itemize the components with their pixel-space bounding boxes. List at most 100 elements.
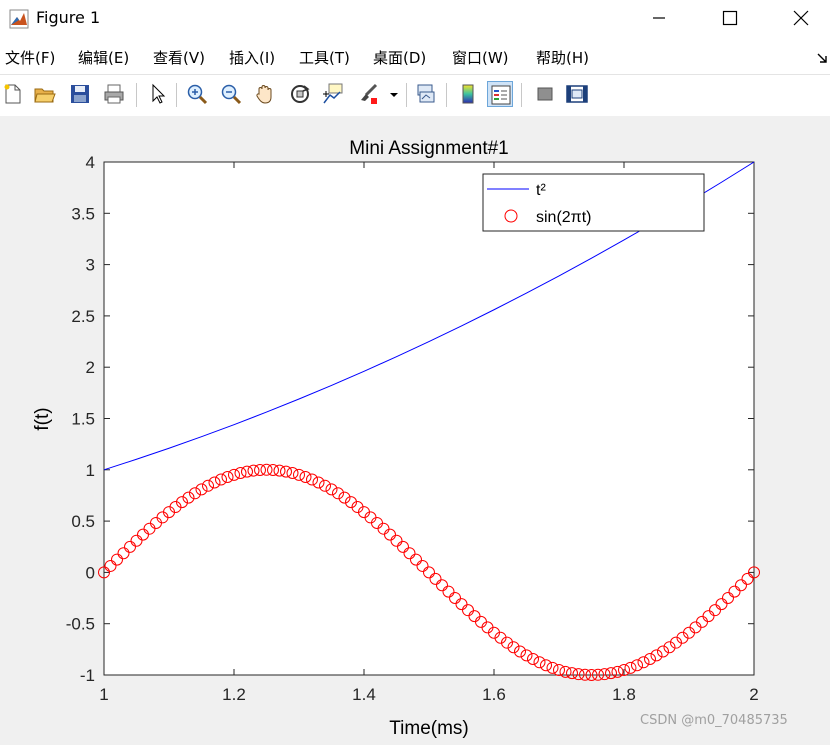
sine-data-point [741,572,754,585]
link-plot-icon [417,84,435,103]
sine-data-point [130,534,143,547]
legend-icon [491,85,511,105]
x-tick-label: 1.6 [482,685,506,704]
rotate-3d-icon [291,85,310,103]
figure-toolbar [0,74,830,117]
sine-data-point [663,641,676,654]
pointer-arrow-icon [152,83,166,104]
matlab-logo-icon [9,9,29,33]
sine-data-point [722,591,734,604]
toolbar-separator [446,83,447,107]
sine-data-point [280,465,292,478]
menu-edit[interactable]: 编辑(E) [78,49,130,67]
close-icon[interactable] [789,6,813,34]
sine-data-point [605,667,617,680]
edit-plot-button[interactable] [145,81,171,107]
sine-data-point [117,547,130,560]
sine-data-point [507,641,520,654]
sine-data-point [273,464,286,477]
sine-data-point [644,652,656,665]
printer-icon [104,84,124,104]
sine-data-point [286,466,299,479]
sine-data-point [709,604,721,617]
hide-plot-tools-button[interactable] [532,81,558,107]
sine-data-point [624,661,637,674]
pan-button[interactable] [252,81,278,107]
sine-data-point [462,604,474,617]
rotate-3d-button[interactable] [287,81,313,107]
menu-desktop[interactable]: 桌面(D) [373,49,427,67]
figure-canvas: 1 1.2 1.4 1.6 1.8 2 -1 -0.5 0 0.5 1 1.5 2 2.5 3 3.5 4 Mi… [0,116,830,741]
sine-data-point [455,598,468,611]
zoom-in-button[interactable] [184,81,210,107]
dock-arrow-icon[interactable] [816,50,830,69]
y-tick-label: 3.5 [71,204,95,223]
chart-title: Mini Assignment#1 [349,138,508,159]
show-tools-icon [566,85,588,103]
data-cursor-icon [323,83,343,104]
save-figure-button[interactable] [67,81,93,107]
sine-data-point [241,465,253,478]
sine-data-point [202,479,214,492]
sine-data-point [338,491,351,504]
menu-view[interactable]: 查看(V) [153,49,205,67]
sine-data-point [267,464,279,477]
sine-data-point [520,649,533,662]
sine-data-point [208,476,221,489]
x-axis-label: Time(ms) [389,718,469,739]
data-cursor-button[interactable] [320,81,346,107]
sine-data-point [631,659,643,672]
zoom-in-icon [187,84,208,105]
print-figure-button[interactable] [101,81,127,107]
link-plot-button[interactable] [413,81,439,107]
menu-bar: 文件(F) 编辑(E) 查看(V) 插入(I) 工具(T) 桌面(D) 窗口(W… [0,38,830,74]
insert-legend-button[interactable] [487,81,513,107]
sine-data-point [260,463,273,476]
hand-pan-icon [256,85,272,104]
chart-legend[interactable]: t² sin(2πt) [482,173,705,232]
sine-data-point [728,585,741,598]
plot-series [98,161,760,681]
toolbar-separator [176,83,177,107]
sine-data-point [657,645,669,658]
open-file-button[interactable] [32,81,58,107]
sine-data-point [579,668,591,681]
sine-data-point [546,661,559,674]
sine-data-point [215,473,227,486]
sine-data-point [390,534,403,547]
zoom-out-button[interactable] [218,81,244,107]
sine-data-point [195,483,208,496]
y-tick-label: -1 [80,666,95,685]
sine-data-point [423,566,435,579]
sine-data-point [410,553,422,566]
menu-file[interactable]: 文件(F) [5,49,56,67]
show-plot-tools-button[interactable] [564,81,590,107]
toolbar-separator [521,83,522,107]
sine-data-point [559,665,572,678]
toolbar-separator [406,83,407,107]
menu-window[interactable]: 窗口(W) [452,49,509,67]
sine-data-point [221,470,234,483]
sine-data-point [137,528,149,541]
menu-insert[interactable]: 插入(I) [229,49,276,67]
sine-data-point [234,466,247,479]
sine-data-point [702,610,715,623]
maximize-icon[interactable] [718,6,742,34]
y-tick-label: 0 [86,563,95,582]
axes-box[interactable] [103,161,755,676]
minimize-icon[interactable] [647,6,671,34]
menu-help[interactable]: 帮助(H) [536,49,589,67]
y-tick-label: 2.5 [71,307,95,326]
new-figure-button[interactable] [0,81,26,107]
sine-data-point [384,528,396,541]
sine-data-point [598,668,611,681]
insert-colorbar-button[interactable] [455,81,481,107]
y-tick-label: 4 [86,153,95,172]
brush-button[interactable] [355,81,381,107]
x-tick-label: 1.4 [352,685,376,704]
sine-data-point [228,468,240,481]
sine-data-point [592,668,604,681]
window-title: Figure 1 [36,8,101,27]
brush-dropdown-button[interactable] [386,81,400,107]
menu-tools[interactable]: 工具(T) [299,49,350,67]
